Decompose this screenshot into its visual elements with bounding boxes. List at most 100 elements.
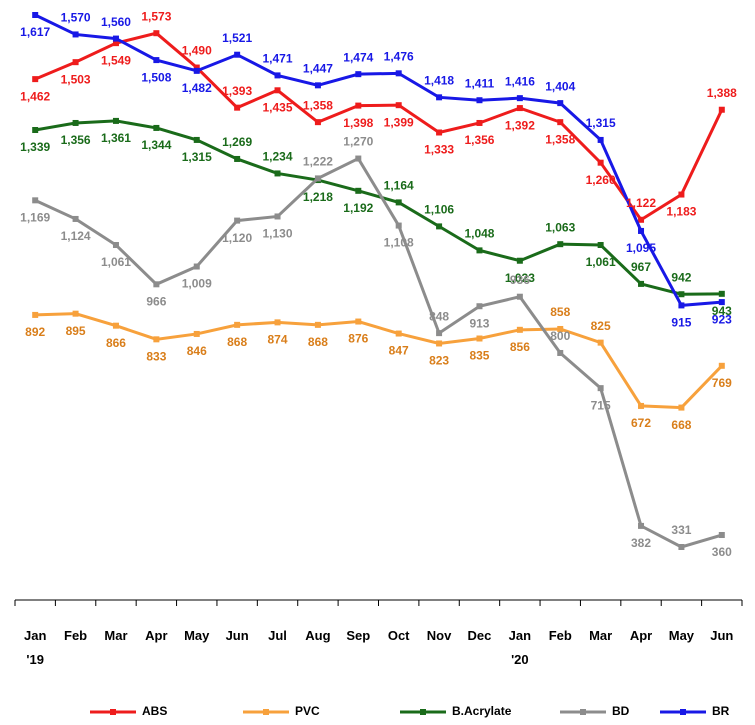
- data-label: 846: [187, 344, 207, 358]
- data-label: 1,490: [182, 44, 212, 58]
- series-line: [34, 156, 723, 549]
- x-tick-label: Dec: [467, 628, 492, 643]
- data-label: 1,130: [263, 227, 293, 241]
- point: [678, 404, 685, 411]
- point: [678, 544, 685, 550]
- data-label: 1,315: [182, 150, 212, 164]
- point: [516, 95, 523, 102]
- point: [355, 71, 362, 78]
- point: [193, 64, 200, 71]
- point: [638, 280, 645, 287]
- point: [638, 227, 645, 234]
- data-label: 1,398: [343, 116, 373, 130]
- point: [557, 325, 564, 332]
- point: [274, 319, 281, 326]
- point: [597, 136, 604, 143]
- data-label: 1,344: [141, 138, 171, 152]
- data-label: 1,183: [666, 205, 696, 219]
- point: [234, 155, 241, 162]
- point: [597, 339, 604, 346]
- point: [436, 340, 443, 347]
- point: [153, 281, 160, 288]
- data-label: 1,339: [20, 140, 50, 154]
- legend-label: BD: [612, 704, 630, 718]
- point: [557, 100, 564, 107]
- data-label: 1,388: [707, 86, 737, 100]
- point: [274, 72, 281, 79]
- point: [112, 242, 119, 249]
- series-line: [34, 119, 722, 296]
- legend-marker: [110, 709, 116, 715]
- data-label: 1,169: [20, 211, 50, 225]
- point: [436, 129, 443, 136]
- point: [516, 326, 523, 333]
- x-tick-label: Feb: [64, 628, 88, 643]
- point: [193, 263, 200, 270]
- point: [314, 321, 321, 328]
- point: [355, 155, 362, 162]
- data-label: 833: [146, 350, 166, 364]
- point: [516, 257, 523, 264]
- point: [557, 241, 564, 248]
- data-label: 942: [671, 270, 691, 284]
- data-label: 1,399: [384, 115, 414, 129]
- point: [32, 197, 39, 204]
- x-tick-label: Nov: [426, 628, 452, 643]
- data-label: 868: [308, 335, 328, 349]
- data-label: 1,476: [384, 50, 414, 64]
- data-label: 1,392: [505, 118, 535, 132]
- data-label: 943: [712, 304, 732, 318]
- point: [32, 311, 39, 318]
- data-label: 1,120: [222, 231, 252, 245]
- point: [193, 136, 200, 143]
- legend-label: PVC: [295, 704, 320, 718]
- data-label: 1,560: [101, 15, 131, 29]
- data-label: 868: [227, 335, 247, 349]
- data-label: 1,617: [20, 25, 50, 39]
- data-label: 923: [712, 312, 732, 326]
- data-label: 866: [106, 336, 126, 350]
- point: [32, 76, 39, 83]
- data-label: 1,164: [384, 179, 414, 193]
- data-label: 360: [712, 545, 732, 559]
- data-label: 1,358: [545, 132, 575, 146]
- point: [395, 199, 402, 206]
- point: [112, 322, 119, 329]
- point: [638, 216, 645, 223]
- point: [112, 35, 119, 42]
- data-label: 331: [671, 523, 691, 537]
- point: [638, 402, 645, 409]
- x-tick-label: Apr: [145, 628, 168, 643]
- data-label: 1,404: [545, 79, 575, 93]
- data-label: 876: [348, 332, 368, 346]
- point: [476, 303, 483, 310]
- data-label: 858: [550, 305, 570, 319]
- point: [153, 124, 160, 131]
- data-label: 1,416: [505, 74, 535, 88]
- point: [718, 290, 725, 297]
- x-tick-label: May: [668, 628, 695, 643]
- point: [516, 105, 523, 112]
- data-label: 1,234: [263, 150, 293, 164]
- series-line: [35, 312, 723, 410]
- x-tick-label: May: [184, 628, 210, 643]
- data-label: 1,462: [20, 89, 50, 103]
- point: [234, 321, 241, 328]
- data-label: 668: [671, 418, 691, 432]
- point: [355, 102, 362, 109]
- data-label: 1,122: [626, 196, 656, 210]
- point: [557, 119, 564, 126]
- data-label: 1,482: [182, 81, 212, 95]
- data-label: 1,549: [101, 53, 131, 67]
- data-label: 848: [429, 309, 449, 323]
- x-tick-label: Jan '20: [508, 628, 532, 667]
- point: [678, 291, 685, 298]
- x-tick-label: Aug: [305, 628, 331, 643]
- point: [314, 82, 321, 89]
- data-label: 1,356: [464, 133, 494, 147]
- data-label: 1,061: [101, 255, 131, 269]
- point: [557, 349, 564, 356]
- point: [193, 67, 200, 74]
- point: [718, 299, 725, 306]
- point: [476, 119, 483, 126]
